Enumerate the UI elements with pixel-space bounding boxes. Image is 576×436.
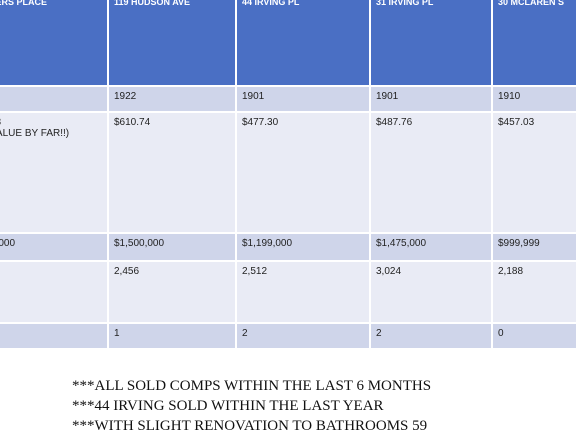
data-cell: $487.76 [371,113,493,234]
header-cell: 119 HUDSON AVE [109,0,237,87]
data-cell: 2 [237,324,371,350]
cell-text: 1901 [376,91,399,102]
cell-text: $1,199,000 [242,238,293,249]
cell-text: 3,024 [376,266,402,277]
cell-text: 1922 [114,91,137,102]
row-label: VALUE BY FAR!!) [0,128,70,139]
cell-text: $610.74 [114,117,151,128]
cell-text: 2,512 [242,266,268,277]
data-cell: 1 [109,324,237,350]
header-cell: 30 MCLAREN S [493,0,576,87]
header-cell: 31 IRVING PL [371,0,493,87]
cell-text: 0 [498,328,504,339]
data-cell: 2,456 [109,262,237,324]
data-cell: $1,500,000 [109,234,237,262]
cell-text: 2 [242,328,248,339]
data-cell: $457.03 [493,113,576,234]
row-label-cell: 9,000 [0,234,109,262]
cell-text: $1,500,000 [114,238,165,249]
row-label-cell [0,262,109,324]
note-line: ***WITH SLIGHT RENOVATION TO BATHROOMS 5… [72,418,428,434]
cell-text: $999,999 [498,238,540,249]
cell-text: 2,188 [498,266,524,277]
cell-text: $1,475,000 [376,238,427,249]
header-cell: TERS PLACE [0,0,109,87]
data-cell: 1922 [109,87,237,113]
note-line: ***44 IRVING SOLD WITHIN THE LAST YEAR [72,398,384,414]
data-cell: $1,475,000 [371,234,493,262]
data-cell: 2 [371,324,493,350]
header-cell: 44 IRVING PL [237,0,371,87]
row-label: 9,000 [0,238,16,249]
cell-text: $457.03 [498,117,535,128]
data-cell: $477.30 [237,113,371,234]
cell-text: 1910 [498,91,521,102]
data-cell: $1,199,000 [237,234,371,262]
notes: ***ALL SOLD COMPS WITHIN THE LAST 6 MONT… [72,376,431,436]
cell-text: 1 [114,328,120,339]
row-label-cell [0,87,109,113]
row-label-cell: 98VALUE BY FAR!!) [0,113,109,234]
data-cell: 2,512 [237,262,371,324]
cell-text: 1901 [242,91,265,102]
note-line: ***ALL SOLD COMPS WITHIN THE LAST 6 MONT… [72,378,432,394]
data-cell: 1901 [237,87,371,113]
data-cell: 1901 [371,87,493,113]
data-cell: 3,024 [371,262,493,324]
data-cell: 1910 [493,87,576,113]
cell-text: 2,456 [114,266,140,277]
cell-text: $487.76 [376,117,413,128]
cell-text: $477.30 [242,117,279,128]
data-cell: $999,999 [493,234,576,262]
data-cell: $610.74 [109,113,237,234]
data-cell: 2,188 [493,262,576,324]
data-cell: 0 [493,324,576,350]
row-label: 98 [0,117,102,128]
row-label-cell [0,324,109,350]
cell-text: 2 [376,328,382,339]
